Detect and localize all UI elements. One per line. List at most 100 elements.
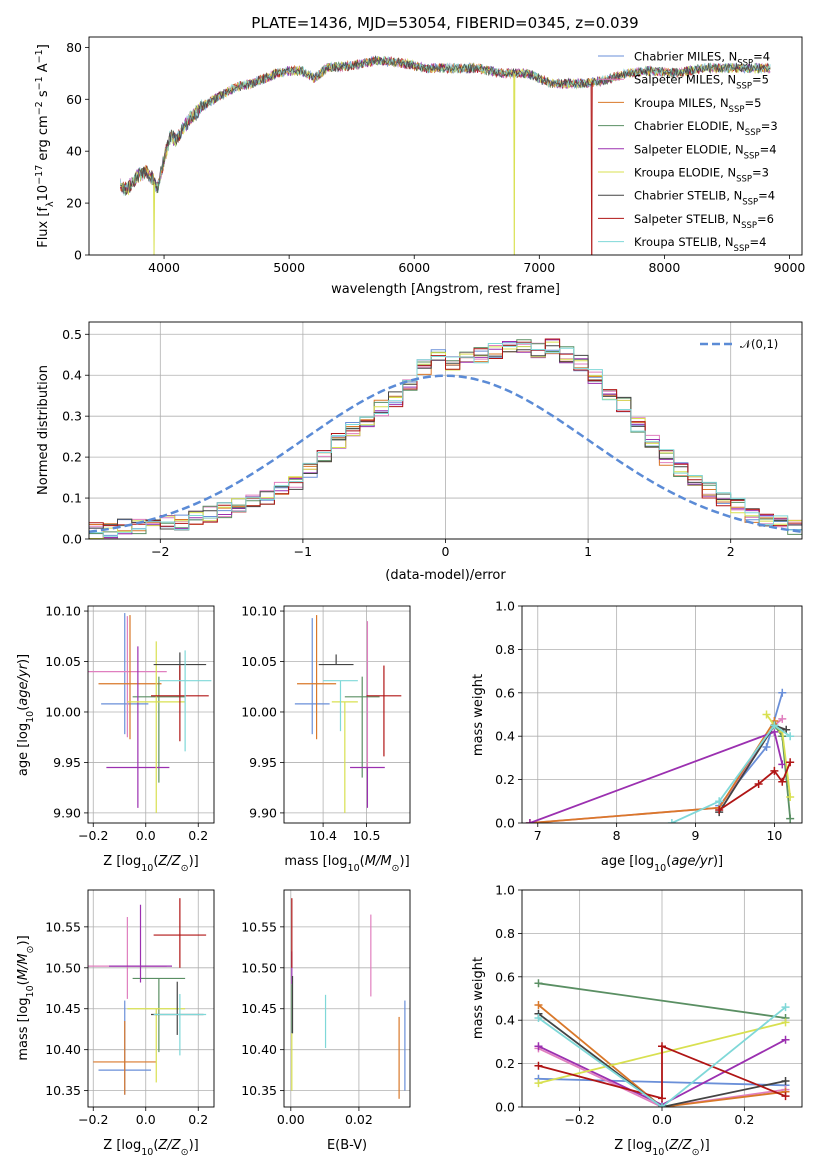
hist-ytick-label: 0.1 — [62, 491, 82, 506]
hist-ytick-label: 0.4 — [62, 368, 82, 383]
mass-vs-EBV-ytick-label: 10.50 — [241, 960, 277, 975]
spectrum-ytick-label: 20 — [66, 196, 82, 211]
mass-weight-vs-age-marker — [786, 758, 795, 767]
mass-vs-EBV-spine — [283, 889, 411, 1108]
mass-weight-vs-Z-ytick-label: 0.8 — [495, 926, 515, 941]
mass-vs-EBV-grid — [284, 890, 410, 1107]
mass-weight-vs-Z-ytick-label: 0.6 — [495, 969, 515, 984]
mass-weight-vs-Z-frame: −0.2 0.0 0.2 0.0 0.2 0.4 0.6 0.8 1.0 — [495, 883, 803, 1127]
mass-weight-vs-age-xtick-label: 7 — [534, 828, 542, 843]
spectrum-xtick-label: 9000 — [774, 260, 806, 275]
mass-weight-vs-Z-marker — [781, 1003, 790, 1012]
mass-weight-vs-Z-axes: −0.2 0.0 0.2 0.0 0.2 0.4 0.6 0.8 1.0 — [495, 883, 803, 1127]
spectrum-frame: 4000 5000 6000 7000 8000 9000 0 20 40 60 80 — [66, 36, 806, 275]
mass-vs-Z-ytick-label: 10.50 — [45, 960, 81, 975]
mass-weight-vs-Z-marker — [658, 1042, 666, 1051]
legend-label: Salpeter ELODIE, NSSP=4 — [634, 142, 777, 161]
mass-weight-vs-Z-xlabel: Z [log10(Z/Z⊙)] — [614, 1138, 709, 1158]
spectrum-ytick-label: 0 — [74, 248, 82, 263]
mass-weight-vs-Z-marker — [781, 1018, 790, 1027]
mass-vs-Z-xtick-label: 0.0 — [136, 1112, 156, 1127]
age-vs-mass-grid — [284, 606, 410, 823]
mass-vs-EBV-axes: 0.00 0.02 10.35 10.40 10.45 10.50 10.55 — [241, 889, 411, 1127]
spectrum-xtick-label: 8000 — [648, 260, 680, 275]
hist-xtick-label: −1 — [294, 544, 312, 559]
spectrum-ytick-label: 60 — [66, 92, 82, 107]
age-vs-Z-ytick-label: 9.95 — [53, 755, 81, 770]
spectrum-xtick-label: 5000 — [273, 260, 305, 275]
age-vs-Z-xlabel: Z [log10(Z/Z⊙)] — [103, 854, 198, 874]
mass-weight-vs-age-spine — [521, 605, 803, 824]
mass-weight-vs-age-marker — [770, 721, 779, 730]
mass-vs-Z-spine — [87, 889, 215, 1108]
spectrum-spine — [88, 36, 803, 256]
figure-title: PLATE=1436, MJD=53054, FIBERID=0345, z=0… — [251, 14, 638, 32]
mass-weight-vs-Z-ytick-label: 1.0 — [495, 883, 515, 898]
age-vs-mass-spine — [283, 605, 411, 824]
spectrum-line-salpeter-stelib — [119, 56, 771, 255]
mass-vs-EBV-xtick-label: 0.02 — [345, 1112, 373, 1127]
mass-vs-EBV-ytick-label: 10.35 — [241, 1083, 277, 1098]
spectrum-xtick-label: 6000 — [398, 260, 430, 275]
age-vs-mass-xtick-label: 10.4 — [309, 828, 337, 843]
mass-weight-vs-age-frame: 7 8 9 10 0.0 0.2 0.4 0.6 0.8 1.0 — [495, 599, 803, 843]
mass-weight-vs-Z-series-salpeter-stelib — [538, 1044, 786, 1100]
age-vs-Z-xtick-label: 0.0 — [136, 828, 156, 843]
mass-weight-vs-age-ytick-label: 1.0 — [495, 599, 515, 614]
age-vs-Z-grid — [88, 606, 214, 823]
mass-weight-vs-Z-xtick-label: 0.0 — [652, 1112, 672, 1127]
mass-weight-vs-age-marker — [715, 805, 724, 814]
spectrum-xtick-label: 7000 — [523, 260, 555, 275]
age-vs-Z-ytick-label: 9.90 — [53, 805, 81, 820]
hist-frame: −2 −1 0 1 2 0.0 0.1 0.2 0.3 0.4 0.5 — [62, 321, 803, 559]
mass-weight-vs-age-xtick-label: 9 — [692, 828, 700, 843]
mass-weight-vs-Z-marker — [534, 1014, 543, 1023]
legend-label: Chabrier STELIB, NSSP=4 — [634, 189, 775, 208]
mass-weight-vs-Z-marker — [781, 1035, 790, 1044]
mass-weight-vs-age-axes: 7 8 9 10 0.0 0.2 0.4 0.6 0.8 1.0 — [495, 599, 803, 843]
mass-weight-vs-Z-ylabel: mass weight — [471, 957, 486, 1039]
mass-weight-vs-Z-ytick-label: 0.2 — [495, 1056, 515, 1071]
age-vs-mass-plot — [294, 615, 402, 813]
mass-vs-EBV-xtick-label: 0.00 — [277, 1112, 305, 1127]
mass-vs-Z-ytick-label: 10.35 — [45, 1083, 81, 1098]
mass-weight-vs-Z-marker — [534, 979, 543, 988]
mass-weight-vs-age-marker — [770, 766, 779, 775]
mass-weight-vs-age-xlabel: age [log10(age/yr)] — [601, 854, 723, 874]
mass-weight-vs-age-marker — [778, 714, 787, 723]
age-vs-Z-ytick-label: 10.05 — [45, 654, 81, 669]
mass-weight-vs-Z-xtick-label: 0.2 — [734, 1112, 754, 1127]
mass-weight-vs-age-xtick-label: 8 — [613, 828, 621, 843]
hist-ytick-label: 0.5 — [62, 327, 82, 342]
mass-weight-vs-age-marker — [782, 725, 791, 734]
hist-ytick-label: 0.0 — [62, 532, 82, 547]
mass-weight-vs-Z-series-chabrier-stelib — [537, 1012, 786, 1107]
hist-xtick-label: 1 — [584, 544, 592, 559]
spectrum-xtick-label: 4000 — [148, 260, 180, 275]
spectrum-ylabel: Flux [fλ10−17 erg cm−2 s−1 A−1] — [34, 44, 56, 248]
mass-vs-Z-axes: −0.2 0.0 0.2 10.35 10.40 10.45 10.50 10.55 — [45, 889, 215, 1127]
mass-weight-vs-Z-series-kroupa-stelib — [537, 1006, 787, 1107]
mass-weight-vs-age-marker — [762, 710, 771, 719]
mass-weight-vs-age-marker — [778, 688, 787, 697]
mass-vs-EBV-ytick-label: 10.40 — [241, 1042, 277, 1057]
mass-weight-vs-Z-marker — [658, 1094, 666, 1103]
mass-weight-vs-Z-marker — [534, 1061, 543, 1070]
mass-weight-vs-age-ytick-label: 0.0 — [495, 816, 515, 831]
mass-vs-EBV-xlabel: E(B-V) — [327, 1138, 367, 1153]
spectrum-axes: 4000 5000 6000 7000 8000 9000 0 20 40 60 80 — [66, 36, 806, 275]
mass-weight-vs-Z-series-salpeter-miles — [538, 1047, 786, 1107]
mass-vs-EBV-ytick-label: 10.45 — [241, 1001, 277, 1016]
hist-xtick-label: −2 — [151, 544, 169, 559]
hist-step-kroupa-stelib — [89, 342, 802, 537]
age-vs-mass-ytick-label: 9.90 — [249, 805, 277, 820]
age-vs-Z-ylabel: age [log10(age/yr)] — [16, 654, 36, 776]
mass-weight-vs-age-marker — [715, 797, 724, 806]
mass-weight-vs-age-marker — [667, 819, 676, 823]
age-vs-mass-xlabel: mass [log10(M/M⊙)] — [284, 854, 409, 874]
age-vs-Z-axes: −0.2 0.0 0.2 9.90 9.95 10.00 10.05 10.10 — [45, 604, 215, 843]
age-vs-Z-xtick-label: 0.2 — [188, 828, 208, 843]
mass-vs-EBV-ytick-label: 10.55 — [241, 919, 277, 934]
